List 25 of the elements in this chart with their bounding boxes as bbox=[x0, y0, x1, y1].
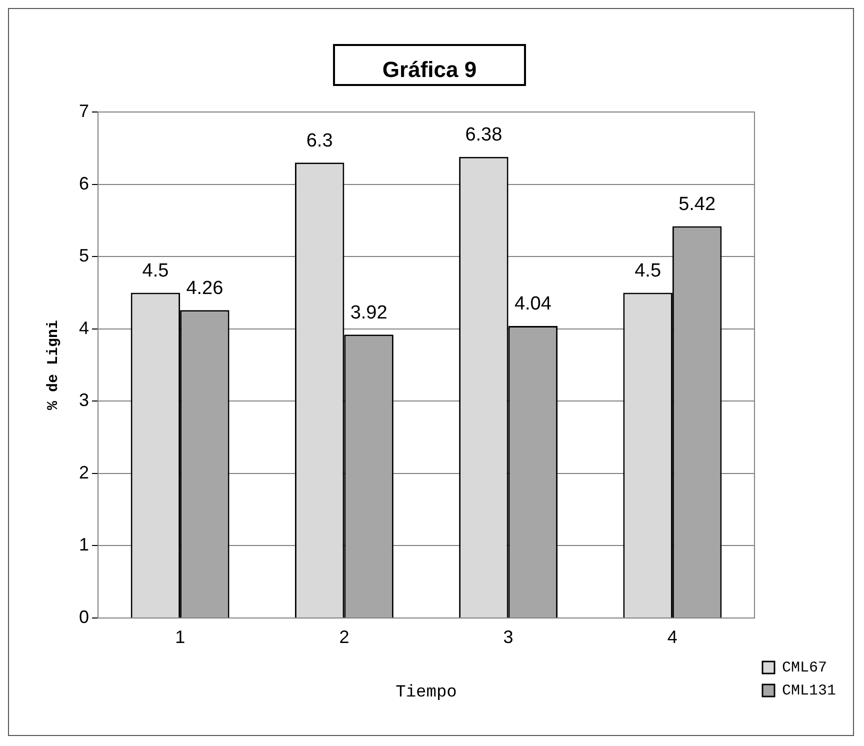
data-label: 5.42 bbox=[678, 194, 716, 215]
y-tick-label: 4 bbox=[78, 318, 90, 338]
x-tick-label: 2 bbox=[339, 626, 350, 647]
y-tick-label: 2 bbox=[78, 462, 90, 482]
y-tick-label: 6 bbox=[78, 173, 90, 194]
y-axis-title: % de Ligni bbox=[44, 320, 62, 410]
legend-label: CML131 bbox=[782, 682, 836, 700]
y-tick-label: 7 bbox=[78, 100, 90, 121]
y-tick-label: 5 bbox=[78, 246, 90, 266]
y-tick-label: 0 bbox=[78, 606, 90, 627]
y-tick-label: 1 bbox=[78, 534, 90, 555]
data-label: 4.5 bbox=[634, 260, 662, 282]
data-label: 4.26 bbox=[186, 278, 224, 299]
y-tick-label: 3 bbox=[78, 390, 90, 410]
x-tick-label: 4 bbox=[667, 626, 678, 647]
legend-label: CML67 bbox=[782, 659, 828, 676]
data-label: 6.38 bbox=[465, 124, 502, 146]
x-tick-label: 3 bbox=[503, 626, 514, 647]
x-tick-label: 1 bbox=[175, 626, 186, 647]
chart-title: Gráfica 9 bbox=[333, 44, 526, 86]
data-label: 6.3 bbox=[306, 130, 333, 152]
data-label: 4.04 bbox=[514, 294, 552, 315]
data-label: 4.5 bbox=[142, 260, 169, 282]
data-label: 3.92 bbox=[350, 302, 388, 324]
x-axis-title: Tiempo bbox=[396, 683, 457, 702]
